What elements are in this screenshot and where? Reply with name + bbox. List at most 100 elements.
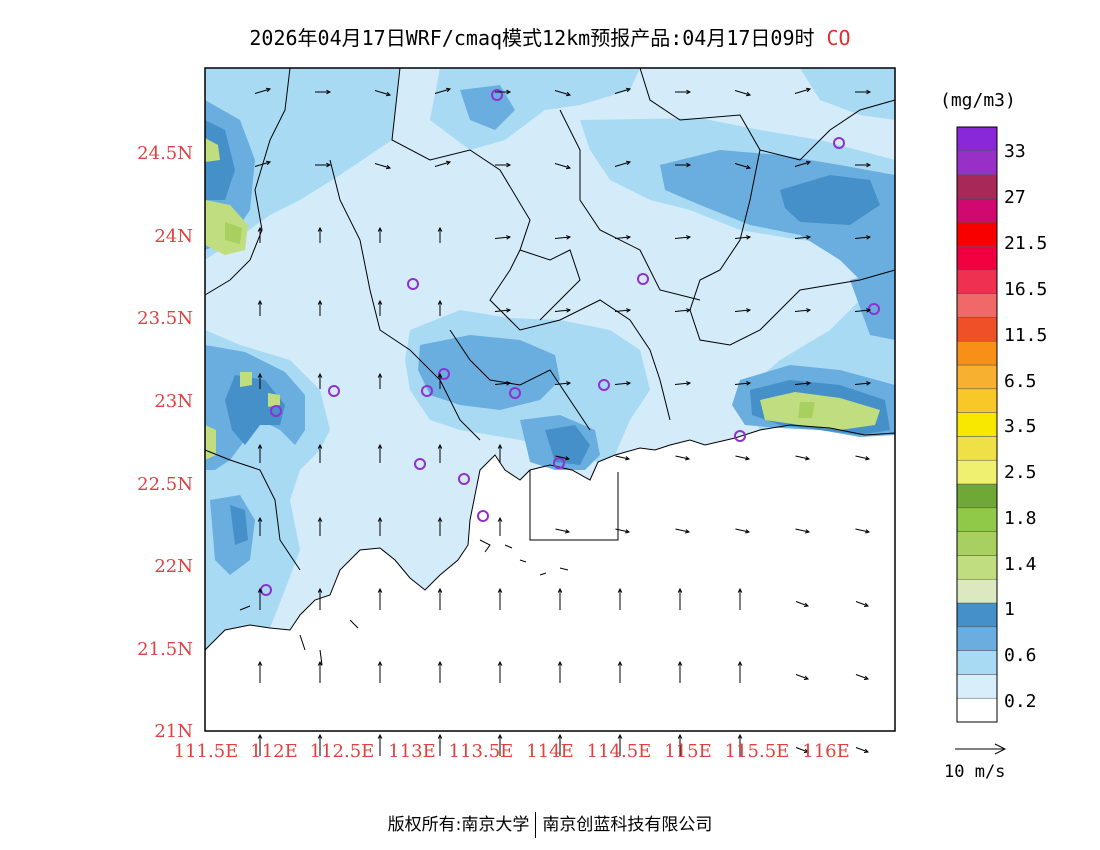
lat-tick-label: 21.5N	[137, 639, 193, 660]
wind-arrow	[554, 382, 571, 385]
colorbar-unit: (mg/m3)	[940, 90, 1016, 111]
wind-arrow	[855, 674, 869, 680]
wind-arrow	[795, 528, 810, 533]
wind-arrow-head	[557, 733, 563, 739]
county-line-1	[391, 67, 671, 421]
station-marker	[458, 473, 470, 485]
wind-arrow-head	[737, 587, 743, 593]
lon-tick-label: 114E	[526, 741, 574, 762]
wind-arrow-head	[746, 308, 752, 313]
colorbar-label: 16.5	[1004, 279, 1048, 300]
lat-tick-label: 22.5N	[137, 474, 193, 495]
wind-arrow-head	[437, 660, 443, 666]
wind-arrow	[554, 163, 571, 169]
colorbar-label: 33	[1004, 141, 1026, 162]
concentration-3.5	[225, 222, 815, 418]
map-frame	[204, 67, 896, 732]
station-marker	[438, 368, 450, 380]
wind-arrow	[674, 236, 691, 239]
wind-arrow-head	[377, 226, 383, 232]
wind-arrow-head	[377, 443, 383, 449]
wind-arrow-head	[863, 748, 870, 753]
wind-arrow-head	[686, 308, 692, 313]
wind-arrow-head	[863, 675, 870, 680]
wind-arrow-head	[257, 660, 263, 666]
wind-arrow-head	[806, 308, 812, 313]
wind-arrow-head	[686, 162, 692, 168]
wind-arrow-head	[377, 516, 383, 522]
wind-arrow-head	[805, 529, 811, 534]
wind-arrow-head	[437, 733, 443, 739]
wind-arrow-head	[625, 87, 632, 93]
station-marker	[598, 379, 610, 391]
wind-arrow-head	[506, 89, 512, 95]
footer-left: 版权所有:南京大学	[387, 815, 530, 835]
wind-arrow-head	[497, 733, 503, 739]
lon-tick-label: 111.5E	[173, 741, 239, 762]
colorbar-label: 27	[1004, 187, 1026, 208]
station-markers	[260, 89, 880, 596]
wind-arrow-head	[317, 299, 323, 305]
lon-tick-label: 115.5E	[724, 741, 790, 762]
wind-arrow-head	[617, 733, 623, 739]
wind-arrow	[614, 161, 631, 167]
wind-vectors	[254, 87, 872, 756]
wind-arrow-head	[566, 308, 572, 313]
wind-arrow-head	[625, 529, 631, 534]
lat-tick-label: 23N	[154, 391, 193, 412]
wind-arrow-head	[445, 87, 452, 93]
wind-arrow-head	[565, 164, 572, 170]
wind-arrow-head	[626, 235, 632, 240]
wind-arrow-head	[377, 372, 383, 378]
wind-arrow-head	[566, 235, 572, 240]
lat-tick-label: 22N	[154, 556, 193, 577]
wind-arrow	[555, 528, 570, 533]
colorbar-swatch	[956, 483, 998, 509]
wind-arrow	[254, 161, 271, 167]
wind-arrow-head	[866, 381, 872, 386]
wind-arrow-head	[737, 660, 743, 666]
province-border	[204, 67, 291, 296]
colorbar-label: 2.5	[1004, 462, 1037, 483]
wind-arrow-head	[506, 235, 512, 240]
wind-arrow-head	[557, 660, 563, 666]
wind-arrow	[734, 382, 751, 385]
lat-tick-label: 24N	[154, 226, 193, 247]
station-marker	[868, 303, 880, 315]
lon-tick-label: 112.5E	[309, 741, 375, 762]
wind-arrow-head	[497, 587, 503, 593]
wind-arrow-head	[865, 456, 871, 461]
wind-arrow-head	[326, 89, 332, 95]
wind-arrow-head	[317, 660, 323, 666]
wind-arrow-head	[317, 372, 323, 378]
colorbar-label: 21.5	[1004, 233, 1048, 254]
colorbar-label: 3.5	[1004, 416, 1037, 437]
lat-tick-label: 24.5N	[137, 143, 193, 164]
wind-arrow-head	[745, 529, 751, 534]
species-label: CO	[826, 26, 851, 50]
wind-arrow	[614, 309, 631, 312]
colorbar-label: 0.2	[1004, 691, 1037, 712]
hk-border	[529, 470, 619, 541]
colorbar-label: 6.5	[1004, 371, 1037, 392]
colorbar-swatch	[956, 364, 998, 390]
wind-arrow-head	[497, 660, 503, 666]
wind-arrow-head	[437, 443, 443, 449]
station-marker	[833, 137, 845, 149]
wind-arrow-head	[617, 660, 623, 666]
colorbar-label: 1.8	[1004, 508, 1037, 529]
wind-arrow-head	[437, 299, 443, 305]
colorbar-swatch	[956, 436, 998, 461]
county-line-4	[559, 109, 701, 301]
wind-arrow-head	[377, 660, 383, 666]
wind-arrow-head	[317, 516, 323, 522]
wind-arrow	[855, 455, 870, 460]
wind-arrow	[554, 90, 571, 96]
wind-arrow-head	[745, 456, 751, 461]
wind-arrow	[494, 382, 511, 385]
colorbar-swatch	[956, 674, 998, 699]
wind-arrow	[614, 88, 631, 94]
wind-arrow-head	[677, 733, 683, 739]
wind-arrow-head	[626, 381, 632, 386]
